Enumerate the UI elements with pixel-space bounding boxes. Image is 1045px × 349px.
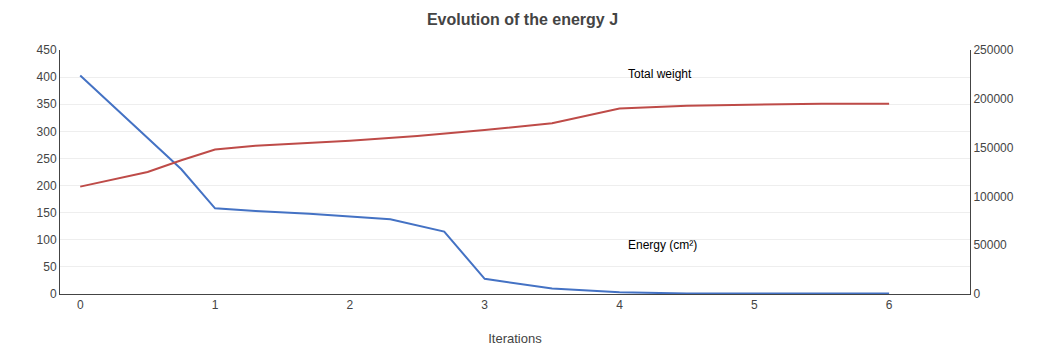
svg-text:150000: 150000 (973, 141, 1013, 155)
svg-text:0: 0 (77, 298, 84, 312)
svg-text:300: 300 (37, 125, 57, 139)
svg-text:100: 100 (37, 233, 57, 247)
svg-text:250: 250 (37, 152, 57, 166)
svg-text:3: 3 (481, 298, 488, 312)
svg-text:2: 2 (347, 298, 354, 312)
svg-text:0: 0 (50, 287, 57, 301)
svg-text:Iterations: Iterations (488, 331, 542, 346)
svg-text:Evolution of the energy J: Evolution of the energy J (427, 11, 618, 28)
svg-text:4: 4 (616, 298, 623, 312)
svg-text:0: 0 (973, 287, 980, 301)
svg-text:350: 350 (37, 97, 57, 111)
svg-text:Energy (cm²): Energy (cm²) (628, 238, 697, 252)
svg-text:100000: 100000 (973, 190, 1013, 204)
svg-text:200000: 200000 (973, 92, 1013, 106)
svg-text:200: 200 (37, 179, 57, 193)
svg-text:450: 450 (37, 43, 57, 57)
svg-text:250000: 250000 (973, 43, 1013, 57)
svg-text:50000: 50000 (973, 238, 1007, 252)
svg-text:50: 50 (43, 260, 57, 274)
svg-text:6: 6 (886, 298, 893, 312)
svg-text:1: 1 (212, 298, 219, 312)
svg-text:5: 5 (751, 298, 758, 312)
svg-text:Total weight: Total weight (628, 67, 692, 81)
svg-text:150: 150 (37, 206, 57, 220)
svg-text:400: 400 (37, 70, 57, 84)
